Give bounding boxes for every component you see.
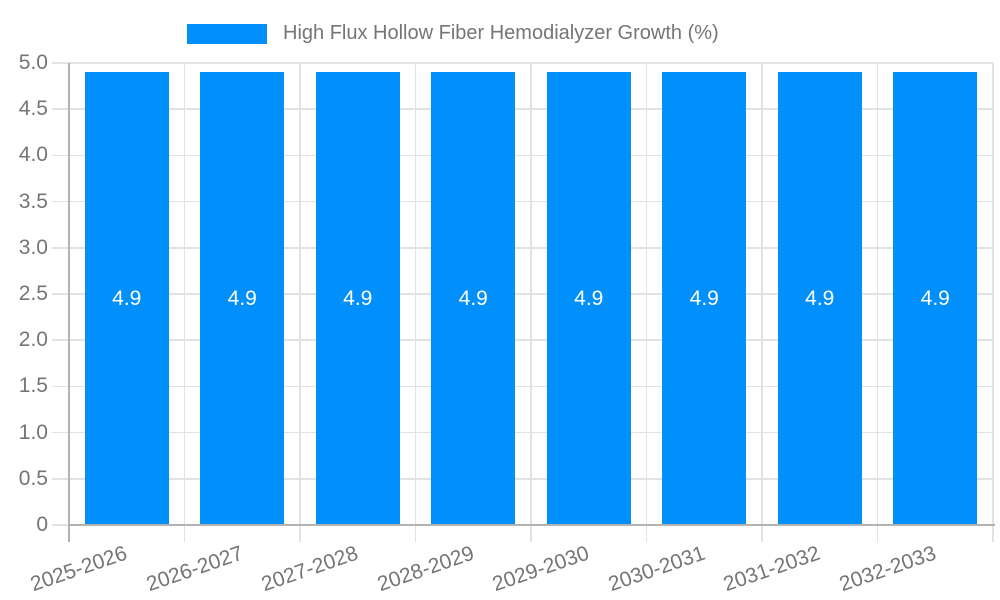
x-axis-tick-label: 2027-2028 xyxy=(258,541,362,597)
y-axis-tick-label: 4.5 xyxy=(18,97,48,121)
x-gridline xyxy=(299,63,301,542)
x-axis-tick-label: 2032-2033 xyxy=(836,541,939,597)
y-gridline xyxy=(52,62,993,64)
bar-value-label: 4.9 xyxy=(227,286,257,310)
bar-value-label: 4.9 xyxy=(458,286,488,310)
x-axis-line xyxy=(69,524,995,526)
y-axis-tick-label: 5.0 xyxy=(18,51,48,74)
x-gridline xyxy=(530,63,532,542)
bar[interactable] xyxy=(893,72,978,525)
x-axis-tick-label: 2028-2029 xyxy=(374,541,477,597)
x-axis-tick-label: 2029-2030 xyxy=(489,541,593,597)
y-gridline xyxy=(52,339,993,341)
x-gridline xyxy=(183,63,186,542)
bar[interactable] xyxy=(84,72,169,525)
y-gridline xyxy=(52,293,993,295)
y-gridline xyxy=(52,200,993,203)
y-axis-tick-label: 4.0 xyxy=(18,143,48,167)
x-gridline xyxy=(992,63,994,542)
bar[interactable] xyxy=(431,72,516,525)
y-axis-tick-label: 3.5 xyxy=(18,189,48,213)
bar-value-label: 4.9 xyxy=(920,286,950,310)
bar[interactable] xyxy=(546,72,631,525)
y-gridline xyxy=(52,247,993,249)
bar-value-label: 4.9 xyxy=(689,286,719,310)
y-axis-tick-label: 1.0 xyxy=(18,420,48,444)
y-axis-line xyxy=(68,63,70,542)
x-gridline xyxy=(761,63,763,542)
legend[interactable]: High Flux Hollow Fiber Hemodialyzer Grow… xyxy=(187,22,719,45)
y-gridline xyxy=(52,478,993,480)
bar[interactable] xyxy=(200,72,285,525)
y-gridline xyxy=(52,385,993,388)
y-axis-tick-label: 2.0 xyxy=(18,328,48,352)
y-gridline xyxy=(52,431,993,434)
y-axis-tick-label: 0 xyxy=(36,513,48,536)
bar-value-label: 4.9 xyxy=(343,286,373,310)
y-axis-tick-label: 3.0 xyxy=(18,235,48,259)
x-gridline xyxy=(645,63,648,542)
y-gridline xyxy=(52,154,993,157)
bar[interactable] xyxy=(777,72,862,525)
bar[interactable] xyxy=(662,72,747,525)
x-gridline xyxy=(876,63,879,542)
y-axis-tick-label: 0.5 xyxy=(18,466,48,490)
x-axis-tick-label: 2025-2026 xyxy=(27,541,131,597)
bar-value-label: 4.9 xyxy=(574,286,604,310)
bar[interactable] xyxy=(315,72,400,525)
y-axis-tick-label: 1.5 xyxy=(18,374,48,398)
x-axis-tick-label: 2026-2027 xyxy=(143,541,246,597)
x-axis-tick-label: 2031-2032 xyxy=(720,541,824,597)
legend-label: High Flux Hollow Fiber Hemodialyzer Grow… xyxy=(283,22,719,44)
bar-value-label: 4.9 xyxy=(112,286,142,310)
legend-swatch xyxy=(187,23,267,44)
y-axis-tick-label: 2.5 xyxy=(18,282,48,305)
x-gridline xyxy=(414,63,417,542)
x-axis-tick-label: 2030-2031 xyxy=(605,541,708,597)
y-gridline xyxy=(52,108,993,110)
bar-value-label: 4.9 xyxy=(805,286,835,310)
